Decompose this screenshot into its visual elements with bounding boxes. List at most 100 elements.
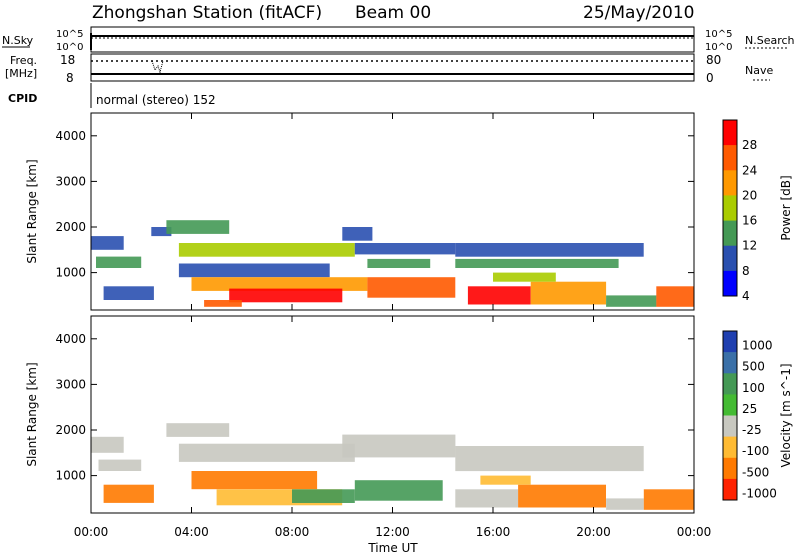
colorbar-tick-label: 20 [742, 188, 757, 202]
colorbar-label: Velocity [m s^-1] [779, 363, 793, 467]
velocity-colorbar: 1000 500 100 25 -25 -100 -500 -1000 Velocity [m … [722, 330, 793, 501]
nsky-strip [90, 26, 695, 53]
nave-top-tick: 80 [706, 53, 721, 67]
x-tick-label: 00:00 [677, 525, 712, 539]
freq-unit: [MHz] [5, 67, 37, 80]
data-band-9 [354, 480, 443, 501]
data-band-9 [204, 300, 242, 307]
x-tick-label: 04:00 [174, 525, 209, 539]
beam-label: Beam 00 [355, 3, 431, 23]
colorbar-tick-label: -100 [742, 444, 769, 458]
colorbar-segment [723, 245, 737, 272]
colorbar-tick-label: 4 [742, 289, 750, 303]
freq-strip [90, 53, 695, 82]
x-tick-label: 20:00 [576, 525, 611, 539]
date-label: 25/May/2010 [583, 3, 695, 23]
data-band-15 [643, 489, 695, 510]
colorbar-segment [723, 352, 737, 374]
colorbar-tick-label: 24 [742, 163, 757, 177]
data-band-0 [91, 436, 124, 453]
colorbar-tick-label: 25 [742, 402, 757, 416]
y-tick-label: 1000 [55, 266, 86, 280]
velocity-panel: 4000 3000 2000 1000 Slant Range [km] [25, 315, 695, 514]
colorbar-tick-label: 8 [742, 264, 750, 278]
colorbar-segment [723, 394, 737, 416]
data-band-3 [166, 423, 230, 437]
data-band-15 [455, 258, 619, 268]
x-tick-label: 08:00 [275, 525, 310, 539]
power-colorbar: 28 24 20 16 12 8 4 Power [dB] [722, 119, 793, 303]
colorbar-segment [723, 478, 737, 501]
colorbar-segment [723, 457, 737, 480]
station-title: Zhongshan Station (fitACF) [92, 3, 322, 23]
x-axis-label: Time UT [367, 541, 418, 554]
colorbar-tick-label: 500 [742, 360, 765, 374]
y-axis-label: Slant Range [km] [25, 362, 39, 466]
colorbar-segment [723, 270, 737, 297]
data-band-12 [367, 277, 456, 298]
colorbar-segment [723, 373, 737, 395]
data-band-10 [342, 227, 373, 241]
data-band-7 [292, 489, 355, 503]
x-tick-label: 16:00 [476, 525, 511, 539]
colorbar-segment [723, 331, 737, 353]
colorbar-segment [723, 436, 737, 459]
cpid-text: normal (stereo) 152 [96, 93, 216, 107]
colorbar-tick-label: -25 [742, 423, 762, 437]
time-axis: 00:00 04:00 08:00 12:00 16:00 20:00 00:00 [74, 113, 712, 539]
nsearch-label: N.Search [745, 34, 795, 47]
data-band-10 [455, 446, 644, 472]
nave-label: Nave [745, 64, 773, 77]
nsky-label: N.Sky [2, 34, 34, 47]
data-band-16 [467, 286, 531, 305]
colorbar-tick-label: 16 [742, 214, 757, 228]
colorbar-tick-label: 100 [742, 381, 765, 395]
data-band-20 [656, 286, 694, 307]
data-band-4 [178, 443, 355, 462]
colorbar-label: Power [dB] [779, 175, 793, 240]
nsearch-top-tick: 10^5 [705, 29, 732, 40]
y-tick-label: 2000 [55, 423, 86, 437]
nsearch-bottom-tick: 10^0 [705, 42, 732, 53]
power-panel: 4000 3000 2000 1000 Slant Range [km] [25, 112, 695, 311]
x-tick-label: 12:00 [375, 525, 410, 539]
y-tick-label: 3000 [55, 377, 86, 391]
data-band-5 [191, 471, 318, 490]
colorbar-segment [723, 415, 737, 438]
colorbar-tick-label: 28 [742, 138, 757, 152]
data-band-14 [606, 498, 644, 510]
nave-bottom-tick: 0 [706, 71, 714, 85]
colorbar-segment [723, 120, 737, 146]
colorbar-tick-label: 1000 [742, 339, 773, 353]
y-tick-label: 3000 [55, 174, 86, 188]
colorbar-tick-label: -1000 [742, 486, 777, 500]
colorbar-frame [722, 119, 738, 297]
nsky-bottom-tick: 10^0 [56, 42, 83, 53]
y-axis-label: Slant Range [km] [25, 159, 39, 263]
colorbar-frame [722, 330, 738, 501]
data-band-13 [480, 475, 531, 485]
data-band-5 [178, 243, 355, 257]
data-band-17 [530, 281, 607, 305]
data-band-2 [103, 484, 154, 503]
data-band-14 [455, 243, 644, 257]
colorbar-segment [723, 195, 737, 221]
data-band-6 [178, 263, 330, 278]
data-band-1 [96, 256, 142, 268]
freq-top-tick: 18 [60, 53, 75, 67]
data-band-8 [229, 288, 343, 303]
data-band-7 [191, 277, 368, 291]
colorbar-segment [723, 145, 737, 171]
data-band-3 [151, 227, 172, 237]
data-band-18 [493, 272, 556, 282]
colorbar-segment [723, 170, 737, 196]
data-band-8 [342, 434, 456, 458]
freq-label: Freq. [10, 54, 37, 67]
colorbar-segment [723, 220, 737, 247]
data-band-1 [98, 459, 142, 471]
nsky-top-tick: 10^5 [56, 29, 83, 40]
y-tick-label: 1000 [55, 469, 86, 483]
data-band-19 [606, 295, 657, 307]
cpid-label: CPID [8, 92, 37, 105]
